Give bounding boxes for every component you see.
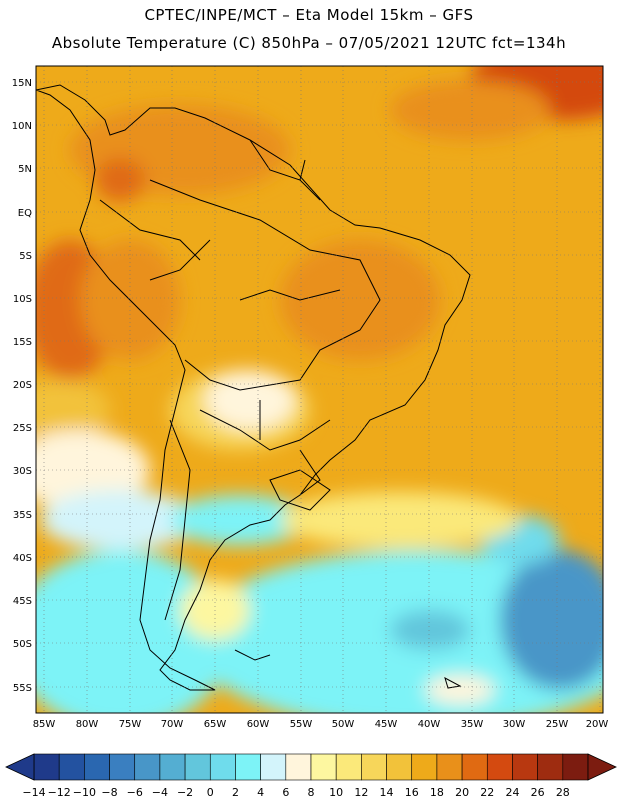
colorbar-cell: [285, 753, 312, 781]
colorbar-cell: [361, 753, 387, 781]
colorbar-label: 20: [455, 786, 469, 799]
lat-label: 50S: [13, 639, 32, 650]
colorbar-label: −6: [127, 786, 143, 799]
graticule: [36, 66, 603, 713]
lat-label: 10S: [13, 294, 32, 305]
colorbar-cell: [84, 753, 110, 781]
lon-label: 75W: [119, 719, 142, 730]
colorbar-label: 26: [531, 786, 545, 799]
colorbar-cell: [58, 753, 85, 781]
lat-label: 45S: [13, 596, 32, 607]
lon-axis: 85W 80W 75W 70W 65W 60W 55W 50W 45W 40W …: [33, 719, 609, 730]
colorbar-label: 24: [505, 786, 519, 799]
lon-label: 30W: [503, 719, 526, 730]
colorbar-cell: [386, 753, 413, 781]
colorbar-cell: [436, 753, 463, 781]
colorbar-cell: [134, 753, 161, 781]
colorbar-label: −14: [22, 786, 45, 799]
temperature-map: 15N 10N 5N EQ 5S 10S 15S 20S 25S 30S 35S…: [12, 65, 609, 730]
lon-label: 35W: [461, 719, 484, 730]
lon-label: 60W: [247, 719, 270, 730]
colorbar-label: 10: [329, 786, 343, 799]
colorbar-label: 8: [308, 786, 315, 799]
colorbar-label: 14: [380, 786, 394, 799]
colorbar-label: −12: [48, 786, 71, 799]
colorbar-label: −10: [73, 786, 96, 799]
lat-label: 15S: [13, 337, 32, 348]
lon-label: 40W: [418, 719, 441, 730]
lat-axis: 15N 10N 5N EQ 5S 10S 15S 20S 25S 30S 35S…: [12, 78, 32, 694]
colorbar-right-arrow: [587, 753, 617, 781]
lat-label: 5S: [19, 251, 32, 262]
lat-label: 40S: [13, 553, 32, 564]
colorbar-cell: [486, 753, 513, 781]
lat-label: 5N: [18, 164, 32, 175]
coastlines: [36, 84, 471, 691]
colorbar-left-arrow: [5, 753, 35, 781]
colorbar: −14 −12 −10 −8 −6 −4 −2 0 2 4 6 8 10 12 14 16 18 20 22 24 26…: [5, 753, 617, 799]
lat-label: EQ: [18, 208, 32, 219]
temperature-field: [36, 66, 603, 713]
colorbar-cell: [260, 753, 287, 781]
colorbar-label: 0: [207, 786, 214, 799]
colorbar-cell: [159, 753, 186, 781]
colorbar-label: 2: [232, 786, 239, 799]
colorbar-label: 18: [430, 786, 444, 799]
colorbar-label: −4: [152, 786, 168, 799]
colorbar-cell: [335, 753, 362, 781]
colorbar-cell: [537, 753, 564, 781]
colorbar-cells: [33, 753, 589, 781]
lat-label: 15N: [12, 78, 32, 89]
lon-label: 20W: [586, 719, 609, 730]
lon-label: 70W: [161, 719, 184, 730]
lat-label: 25S: [13, 423, 32, 434]
colorbar-cell: [562, 753, 589, 781]
colorbar-label: −8: [101, 786, 117, 799]
colorbar-cell: [209, 753, 236, 781]
colorbar-label: 28: [556, 786, 570, 799]
lon-label: 25W: [546, 719, 569, 730]
map-title: CPTEC/INPE/MCT – Eta Model 15km – GFS: [144, 6, 474, 24]
colorbar-cell: [33, 753, 60, 781]
lon-label: 55W: [290, 719, 313, 730]
colorbar-cell: [411, 753, 438, 781]
map-frame: [35, 65, 604, 714]
colorbar-cell: [184, 753, 211, 781]
colorbar-label: −2: [177, 786, 193, 799]
colorbar-cell: [109, 753, 136, 781]
lon-label: 45W: [375, 719, 398, 730]
lat-label: 55S: [13, 683, 32, 694]
lat-label: 35S: [13, 510, 32, 521]
lon-label: 85W: [33, 719, 56, 730]
colorbar-cell: [310, 753, 337, 781]
colorbar-label: 6: [282, 786, 289, 799]
colorbar-cell: [512, 753, 538, 781]
colorbar-labels: −14 −12 −10 −8 −6 −4 −2 0 2 4 6 8 10 12 14 16 18 20 22 24 26…: [22, 786, 569, 799]
colorbar-cell: [235, 753, 261, 781]
lat-label: 20S: [13, 380, 32, 391]
lat-label: 30S: [13, 466, 32, 477]
lon-label: 80W: [76, 719, 99, 730]
lon-label: 50W: [332, 719, 355, 730]
colorbar-label: 16: [405, 786, 419, 799]
lat-label: 10N: [12, 121, 32, 132]
colorbar-label: 12: [354, 786, 368, 799]
lon-label: 65W: [204, 719, 227, 730]
colorbar-label: 22: [480, 786, 494, 799]
colorbar-cell: [461, 753, 488, 781]
colorbar-label: 4: [257, 786, 264, 799]
map-subtitle: Absolute Temperature (C) 850hPa – 07/05/…: [51, 34, 567, 52]
